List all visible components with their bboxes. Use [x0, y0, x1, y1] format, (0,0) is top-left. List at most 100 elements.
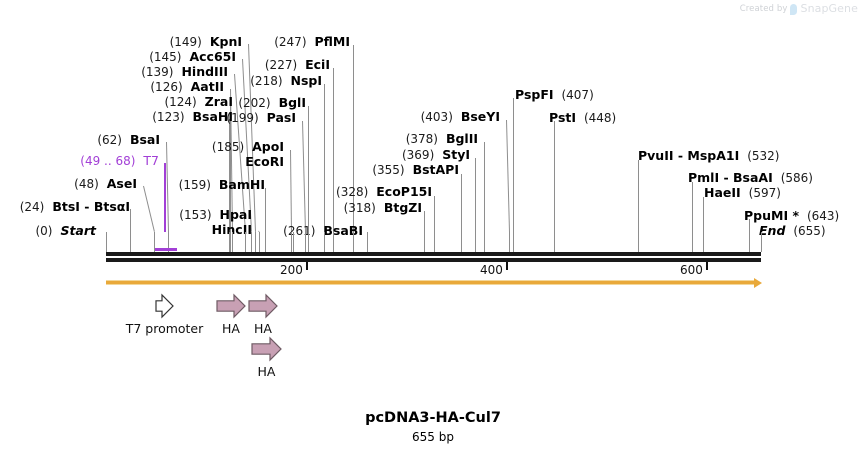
- restriction-site-tick: [461, 232, 462, 252]
- enzyme-label-btgzi: (318) BtgZI: [343, 200, 422, 215]
- leader-line: [166, 141, 169, 233]
- ruler-label: 600: [680, 263, 703, 277]
- leader-line: [130, 209, 131, 232]
- watermark-brand-label: SnapGene: [800, 2, 858, 15]
- leader-line: [506, 119, 510, 233]
- enzyme-label-hpai: (153) HpaI: [179, 207, 252, 222]
- feature-label: HA: [254, 321, 272, 336]
- leader-line: [265, 188, 266, 232]
- ruler-tick: [706, 262, 708, 270]
- enzyme-label-ecori: EcoRI: [245, 154, 284, 169]
- restriction-site-tick: [259, 232, 260, 252]
- leader-line: [692, 182, 693, 232]
- enzyme-label-bstapi: (355) BstAPI: [372, 162, 459, 177]
- leader-line: [461, 174, 462, 232]
- ruler-tick: [306, 262, 308, 270]
- feature-arrow-ha[interactable]: [248, 293, 278, 319]
- restriction-site-tick: [434, 232, 435, 252]
- t7-promoter-marker: [155, 248, 177, 251]
- leader-line: [290, 149, 292, 232]
- leader-line: [554, 121, 555, 232]
- restriction-site-tick: [168, 232, 169, 252]
- enzyme-label-haeii: HaeII (597): [704, 185, 781, 200]
- restriction-site-tick: [554, 232, 555, 252]
- restriction-site-tick: [324, 232, 325, 252]
- feature-label: HA: [257, 364, 276, 379]
- restriction-site-tick: [703, 232, 704, 252]
- enzyme-label-aatii: (126) AatII: [150, 79, 224, 94]
- restriction-site-tick: [484, 232, 485, 252]
- leader-line: [308, 106, 309, 232]
- enzyme-label-bamhi: (159) BamHI: [178, 177, 265, 192]
- restriction-site-tick: [424, 232, 425, 252]
- restriction-site-tick: [638, 232, 639, 252]
- plasmid-length: 655 bp: [412, 430, 454, 444]
- feature-label: T7 promoter: [125, 321, 204, 336]
- backbone-bar-ruler: [106, 258, 761, 262]
- enzyme-label-bseyi: (403) BseYI: [420, 109, 500, 124]
- ruler-label: 200: [280, 263, 303, 277]
- restriction-site-tick: [749, 232, 750, 252]
- restriction-site-tick: [333, 232, 334, 252]
- leader-line: [302, 120, 306, 233]
- leader-line: [164, 163, 166, 232]
- enzyme-label-ecop15i: (328) EcoP15I: [336, 184, 432, 199]
- enzyme-label-psti: PstI (448): [549, 110, 617, 125]
- feature-arrow-ha[interactable]: [216, 293, 246, 319]
- restriction-site-tick: [265, 232, 266, 252]
- enzyme-label-kpni: (149) KpnI: [169, 34, 242, 49]
- enzyme-label-pflmi: (247) PflMI: [274, 34, 350, 49]
- leader-line: [333, 68, 334, 232]
- enzyme-label-end: End (655): [759, 223, 826, 238]
- leader-line: [143, 185, 155, 233]
- leader-line: [513, 98, 514, 232]
- restriction-site-tick: [692, 232, 693, 252]
- enzyme-label-pvuii-mspa1i: PvuII - MspA1I (532): [638, 148, 780, 163]
- enzyme-label-hincii: HincII: [211, 222, 252, 237]
- snapgene-logo-icon: [790, 4, 798, 15]
- enzyme-label-pspfi: PspFI (407): [515, 87, 594, 102]
- enzyme-label-ecii: (227) EciI: [264, 57, 330, 72]
- restriction-site-tick: [229, 232, 230, 252]
- restriction-site-tick: [291, 232, 292, 252]
- plasmid-title: pcDNA3-HA-Cul7: [365, 410, 501, 426]
- feature-label: HA: [222, 321, 240, 336]
- restriction-site-tick: [106, 232, 107, 252]
- enzyme-label-zrai: (124) ZraI: [164, 94, 233, 109]
- enzyme-label-pmli-bsaai: PmlI - BsaAI (586): [688, 170, 813, 185]
- restriction-site-tick: [513, 232, 514, 252]
- watermark-created-by-label: Created by: [739, 3, 788, 14]
- enzyme-label-start: (0) Start: [35, 223, 96, 238]
- leader-line: [749, 219, 750, 232]
- enzyme-label-bsai: (62) BsaI: [97, 132, 160, 147]
- leader-line: [434, 196, 435, 232]
- leader-line: [229, 119, 230, 232]
- enzyme-label-bglii: (378) BglII: [405, 131, 478, 146]
- restriction-site-tick: [475, 232, 476, 252]
- leader-line: [484, 142, 485, 232]
- leader-line: [324, 84, 325, 232]
- leader-line: [353, 45, 354, 232]
- enzyme-label-t7: (49 .. 68) T7: [80, 153, 159, 168]
- leader-line: [475, 158, 476, 232]
- feature-arrow-ha[interactable]: [251, 336, 282, 362]
- feature-arrow-t7-promoter[interactable]: [155, 293, 174, 319]
- orf-body: [106, 280, 755, 285]
- restriction-site-tick: [232, 232, 233, 252]
- restriction-site-tick: [251, 232, 252, 252]
- orf-arrowhead: [754, 278, 762, 288]
- enzyme-label-apoi: (185) ApoI: [211, 139, 284, 154]
- restriction-site-tick: [130, 232, 131, 252]
- leader-line: [638, 160, 639, 232]
- enzyme-label-btsi-bts-i: (24) BtsI - BtsαI: [19, 199, 130, 214]
- enzyme-label-bsahi: (123) BsaHI: [152, 109, 233, 124]
- enzyme-label-hindiii: (139) HindIII: [141, 64, 228, 79]
- enzyme-label-nspi: (218) NspI: [250, 73, 322, 88]
- restriction-site-tick: [305, 232, 306, 252]
- restriction-site-tick: [230, 232, 231, 252]
- enzyme-label-ppumi: PpuMI * (643): [744, 208, 840, 223]
- restriction-site-tick: [308, 232, 309, 252]
- enzyme-label-styi: (369) StyI: [401, 147, 470, 162]
- restriction-site-tick: [509, 232, 510, 252]
